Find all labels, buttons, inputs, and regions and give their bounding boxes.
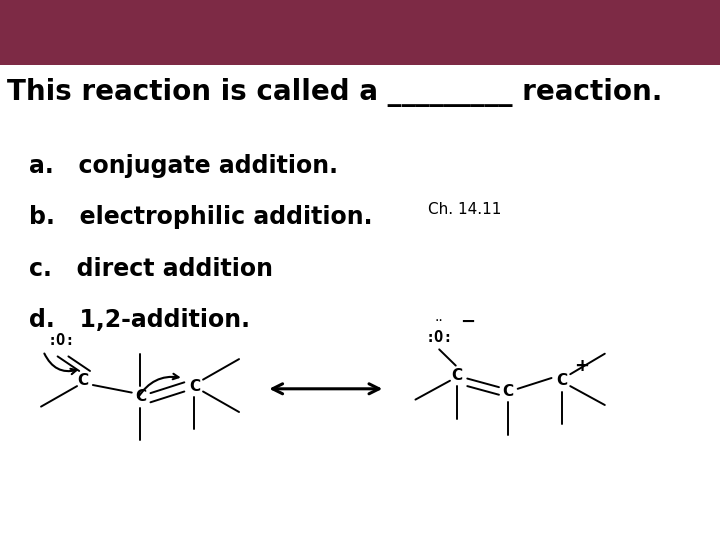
- Text: C: C: [451, 368, 463, 383]
- Text: +: +: [575, 356, 589, 375]
- Text: c.   direct addition: c. direct addition: [29, 256, 273, 280]
- Text: C: C: [77, 373, 89, 388]
- Text: :O:: :O:: [426, 330, 453, 345]
- Text: b.   electrophilic addition.: b. electrophilic addition.: [29, 205, 372, 229]
- Text: This reaction is called a _________ reaction.: This reaction is called a _________ reac…: [7, 78, 662, 107]
- Text: C: C: [502, 384, 513, 399]
- Text: Ch. 14.11: Ch. 14.11: [428, 202, 502, 218]
- Bar: [0, 0, 720, 65]
- Text: d.   1,2-addition.: d. 1,2-addition.: [29, 308, 250, 332]
- Text: C: C: [556, 373, 567, 388]
- Text: :O:: :O:: [48, 333, 75, 348]
- Text: ⋅⋅: ⋅⋅: [435, 314, 444, 328]
- Text: C: C: [135, 389, 146, 404]
- Text: C: C: [189, 379, 200, 394]
- Text: −: −: [460, 313, 476, 332]
- Text: a.   conjugate addition.: a. conjugate addition.: [29, 154, 338, 178]
